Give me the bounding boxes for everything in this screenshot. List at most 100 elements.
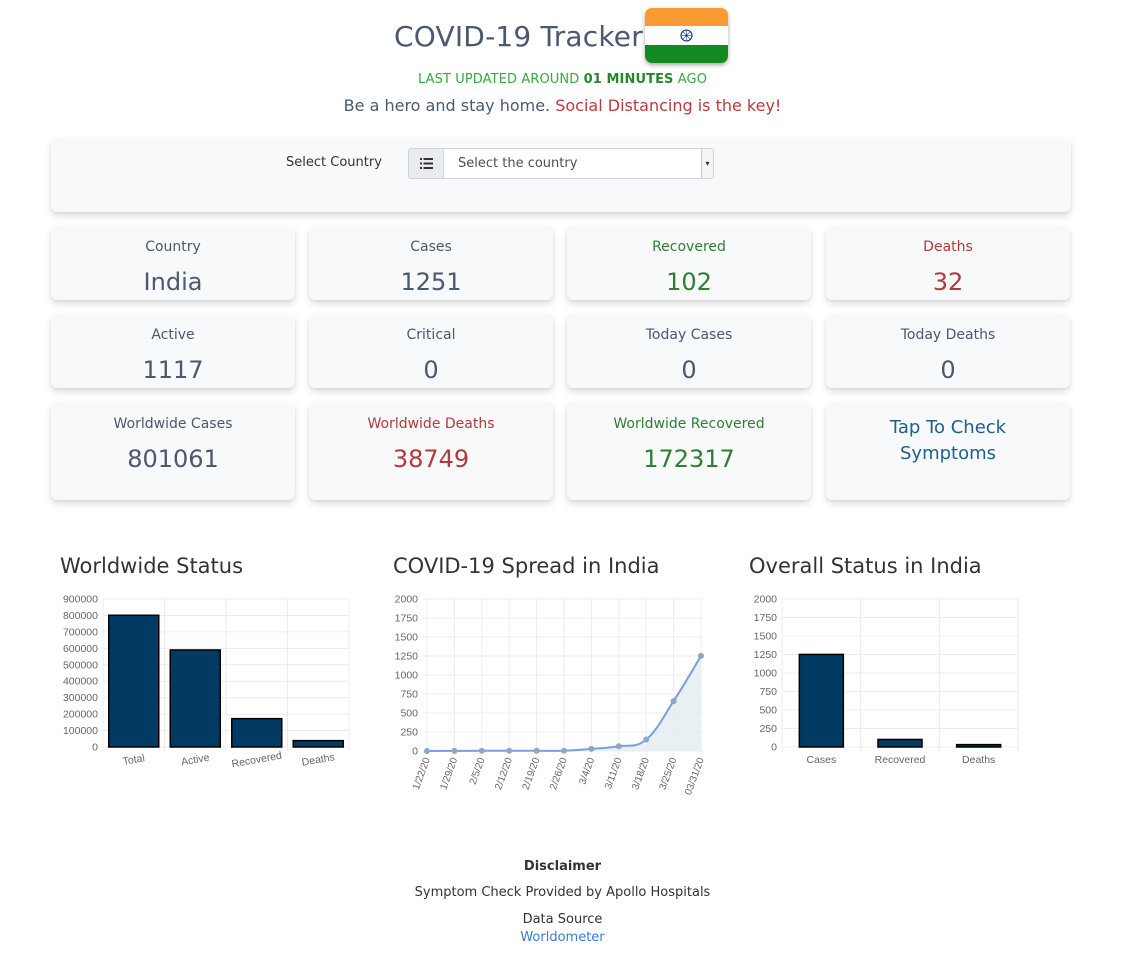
select-country-label: Select Country [286,155,382,170]
x-tick-label: 3/25/20 [658,756,680,792]
stat-today-deaths: Today Deaths 0 [826,314,1070,388]
data-point [588,745,595,752]
chevron-down-icon[interactable]: ▾ [701,149,713,178]
check-symptoms-label: Tap To Check Symptoms [889,417,1007,464]
y-tick-label: 500 [759,705,777,717]
data-point [561,747,567,754]
list-icon [409,149,444,178]
y-tick-label: 2000 [754,594,778,606]
bar [955,743,1002,748]
x-tick-label: Active [180,752,210,769]
y-tick-label: 1500 [754,631,778,643]
last-updated: LAST UPDATED AROUND 01 MINUTES AGO [417,72,708,87]
y-tick-label: 0 [92,742,98,754]
y-tick-label: 900000 [63,594,98,606]
stat-worldwide-cases: Worldwide Cases 801061 [51,402,295,500]
stat-recovered: Recovered 102 [567,226,811,300]
disclaimer-heading: Disclaimer [523,859,602,874]
stat-active: Active 1117 [51,314,295,388]
y-tick-label: 100000 [63,725,98,737]
bar [108,614,160,748]
y-tick-label: 400000 [63,676,98,688]
y-tick-label: 750 [759,686,777,698]
chart-title-spread: COVID-19 Spread in India [393,554,660,578]
bar [798,653,845,748]
y-tick-label: 1500 [395,632,419,644]
x-tick-label: 3/18/20 [630,756,652,792]
x-tick-label: Deaths [962,754,995,766]
worldometer-link[interactable]: Worldometer [520,930,605,945]
india-spread-chart: 0 250 500 750 1000 1250 1500 1750 2000 1/22/20 1/2… [395,594,707,797]
stat-country: Country India [51,226,295,300]
stat-cases: Cases 1251 [309,226,553,300]
data-point [478,747,485,754]
y-tick-label: 0 [412,746,418,758]
stat-worldwide-recovered: Worldwide Recovered 172317 [567,402,811,500]
y-tick-label: 1750 [754,612,778,624]
y-tick-label: 250 [759,723,777,735]
y-tick-label: 250 [400,727,418,739]
y-tick-label: 0 [771,742,777,754]
chart-title-overall: Overall Status in India [749,554,982,578]
country-selector-card: Select Country Select the country ▾ [51,138,1071,212]
x-tick-label: 3/4/20 [577,756,597,786]
x-tick-label: 03/31/20 [683,756,707,797]
y-tick-label: 1000 [395,670,419,682]
data-point [451,747,458,754]
check-symptoms-button[interactable]: Tap To Check Symptoms [826,402,1070,500]
x-tick-label: 2/19/20 [521,756,543,792]
country-select-value: Select the country [458,156,578,171]
area-fill [427,655,701,751]
stat-deaths: Deaths 32 [826,226,1070,300]
x-tick-label: Recovered [875,754,926,766]
x-tick-label: Deaths [301,751,336,769]
data-point [533,747,540,754]
y-tick-label: 750 [400,689,418,701]
y-tick-label: 1250 [395,651,419,663]
page-title: COVID-19 Tracker [394,20,643,53]
bar [169,649,221,748]
india-flag-icon [645,8,728,63]
data-source-link-wrap: Worldometer [0,930,1125,945]
data-point [643,736,650,743]
y-tick-label: 500000 [63,659,98,671]
x-tick-label: 2/26/20 [548,756,570,792]
x-tick-label: 1/29/20 [438,756,460,792]
stat-today-cases: Today Cases 0 [567,314,811,388]
x-tick-label: 1/22/20 [411,756,433,792]
x-tick-label: 2/5/20 [468,756,488,786]
y-tick-label: 600000 [63,643,98,655]
y-tick-label: 500 [400,708,418,720]
x-tick-label: 2/12/20 [493,756,515,792]
india-overall-chart: 0 250 500 750 1000 1250 1500 1750 2000 Cases Recov… [754,594,1019,766]
header: COVID-19 Tracker [0,6,1125,66]
data-point [670,698,677,705]
y-tick-label: 200000 [63,709,98,721]
y-tick-label: 1750 [395,613,419,625]
y-tick-label: 1250 [754,649,778,661]
country-select[interactable]: Select the country ▾ [408,148,714,179]
data-source-label: Data Source [522,912,603,927]
data-point [698,652,704,659]
stat-critical: Critical 0 [309,314,553,388]
worldwide-status-chart: 0 100000 200000 300000 400000 500000 600000 700… [63,594,350,771]
y-tick-label: 1000 [754,668,778,680]
stat-worldwide-deaths: Worldwide Deaths 38749 [309,402,553,500]
bar [292,739,344,748]
chart-title-worldwide: Worldwide Status [60,554,244,578]
x-tick-label: 3/11/20 [603,756,625,791]
x-tick-label: Total [122,752,146,768]
y-tick-label: 700000 [63,626,98,638]
y-tick-label: 300000 [63,692,98,704]
x-tick-label: Recovered [231,750,283,771]
data-point [506,747,513,754]
data-point [424,748,430,754]
x-tick-label: Cases [806,754,836,766]
data-point [615,743,622,750]
symptom-note: Symptom Check Provided by Apollo Hospita… [414,885,711,900]
bar [231,717,283,748]
y-tick-label: 2000 [395,594,419,606]
tagline: Be a hero and stay home. Social Distanci… [343,96,782,115]
y-tick-label: 800000 [63,610,98,622]
bar [877,738,923,748]
